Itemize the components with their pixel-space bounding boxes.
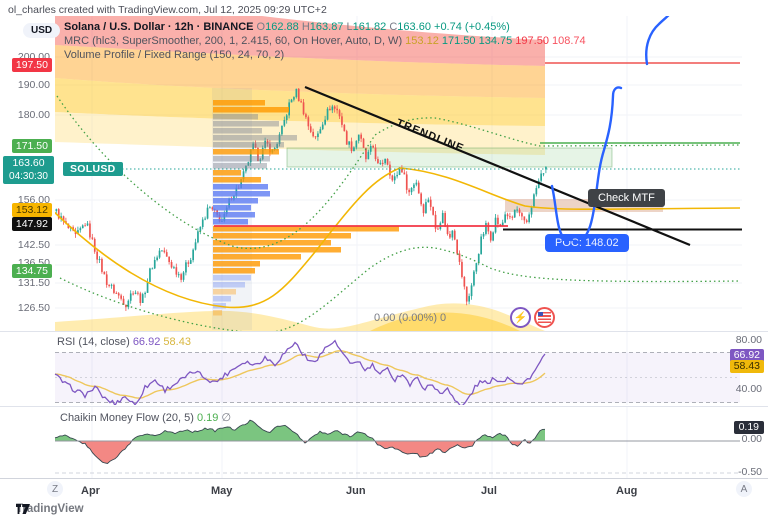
price-axis-badge: 153.12 bbox=[12, 203, 52, 217]
mrc-values: 153.12 171.50 134.75 197.50 108.74 bbox=[405, 35, 585, 47]
time-axis-left-chip[interactable]: Z bbox=[47, 481, 63, 497]
rsi-title-row[interactable]: RSI (14, close) 66.92 58.43 bbox=[57, 336, 191, 348]
cmf-axis-label: -0.50 bbox=[738, 466, 762, 478]
legend-mrc-row[interactable]: MRC (hlc3, SuperSmoother, 200, 1, 2.415,… bbox=[64, 35, 586, 47]
price-axis-label: 131.50 bbox=[18, 277, 50, 289]
price-axis-label: 142.50 bbox=[18, 239, 50, 251]
price-axis-label: 190.00 bbox=[18, 79, 50, 91]
check-mtf-note[interactable]: Check MTF bbox=[588, 189, 665, 207]
price-axis-label: 126.50 bbox=[18, 302, 50, 314]
month-label: Jul bbox=[481, 485, 497, 497]
tradingview-chart-window: ol_charles created with TradingView.com,… bbox=[0, 0, 768, 523]
tradingview-brand[interactable]: TradingView bbox=[16, 503, 84, 515]
cmf-avg-icon: ∅ bbox=[221, 412, 231, 424]
price-axis-badge: 134.75 bbox=[12, 264, 52, 278]
rsi-axis-label: 40.00 bbox=[736, 383, 762, 395]
price-axis-badge: 197.50 bbox=[12, 58, 52, 72]
us-economic-event-icon[interactable] bbox=[534, 307, 555, 328]
rsi-axis-badge: 58.43 bbox=[730, 360, 764, 373]
time-axis-right-chip[interactable]: A bbox=[736, 481, 752, 497]
current-price-value: 163.60 bbox=[3, 157, 54, 170]
session-change-readout: 0.00 (0.00%) 0 bbox=[374, 312, 446, 324]
price-axis-badge: 147.92 bbox=[12, 217, 52, 231]
time-axis[interactable] bbox=[0, 479, 768, 500]
cmf-axis-label: 0.00 bbox=[742, 433, 762, 445]
rsi-value: 66.92 bbox=[133, 336, 161, 348]
month-label: Jun bbox=[346, 485, 366, 497]
symbol-price-tag: SOLUSD bbox=[63, 162, 123, 176]
cmf-value: 0.19 bbox=[197, 412, 218, 424]
rsi-ma-value: 58.43 bbox=[163, 336, 191, 348]
symbol-title: Solana / U.S. Dollar · 12h · BINANCE bbox=[64, 21, 253, 33]
blue-projection-brush-2[interactable] bbox=[646, 10, 673, 64]
cmf-title-row[interactable]: Chaikin Money Flow (20, 5) 0.19 ∅ bbox=[60, 411, 231, 424]
price-axis-label: 180.00 bbox=[18, 109, 50, 121]
month-label: Apr bbox=[81, 485, 100, 497]
us-flag-glyph bbox=[538, 312, 551, 323]
cmf-negative-area bbox=[55, 420, 545, 463]
month-label: Aug bbox=[616, 485, 637, 497]
price-axis-badge: 171.50 bbox=[12, 139, 52, 153]
legend-symbol-row[interactable]: Solana / U.S. Dollar · 12h · BINANCE O16… bbox=[64, 21, 510, 33]
legend-volume-profile-row[interactable]: Volume Profile / Fixed Range (150, 24, 7… bbox=[64, 49, 284, 61]
mrc-indicator-name: MRC (hlc3, SuperSmoother, 200, 1, 2.415,… bbox=[64, 35, 402, 47]
current-price-badge: 163.6004:30:30 bbox=[3, 156, 54, 184]
price-axis[interactable]: 200.00190.00180.00156.00142.50136.50131.… bbox=[0, 0, 55, 331]
bar-countdown: 04:30:30 bbox=[3, 170, 54, 183]
rsi-axis-label: 80.00 bbox=[736, 334, 762, 346]
supply-zone-green-box[interactable] bbox=[287, 148, 612, 167]
price-change: +0.74 (+0.45%) bbox=[434, 21, 510, 33]
tradingview-logo-icon bbox=[16, 502, 31, 516]
poc-price-label[interactable]: POC: 148.02 bbox=[545, 234, 629, 252]
month-label: May bbox=[211, 485, 232, 497]
volume-profile-name: Volume Profile / Fixed Range (150, 24, 7… bbox=[64, 49, 284, 61]
crypto-event-icon[interactable]: ⚡ bbox=[510, 307, 531, 328]
cmf-value-badge: 0.19 bbox=[734, 421, 764, 434]
